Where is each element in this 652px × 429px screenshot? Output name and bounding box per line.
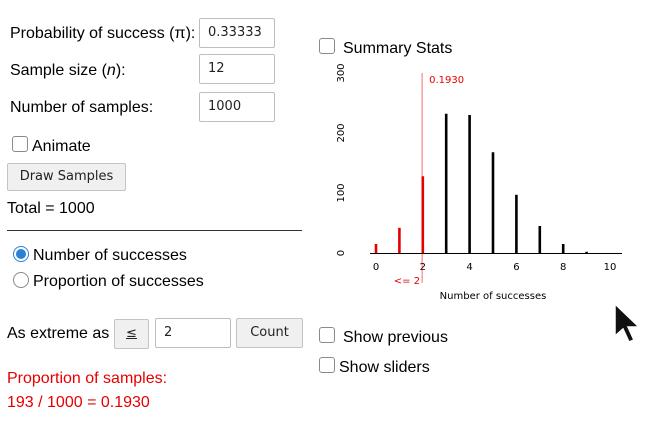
radio-proportion-of-successes[interactable] (13, 272, 29, 288)
x-tick-label: 10 (604, 262, 617, 273)
result-value: 193 / 1000 = 0.1930 (7, 394, 150, 411)
total-text: Total = 1000 (7, 200, 95, 217)
y-tick-label: 0 (336, 250, 347, 256)
result-title: Proportion of samples: (7, 370, 168, 387)
show-previous-label: Show previous (343, 329, 448, 346)
y-tick-label: 200 (336, 123, 347, 142)
draw-samples-button[interactable]: Draw Samples (7, 163, 126, 191)
radio-number-of-successes[interactable] (13, 246, 29, 262)
x-tick-label: 0 (373, 262, 379, 273)
cutoff-proportion-label: 0.1930 (429, 75, 464, 86)
extreme-label: As extreme as (7, 325, 110, 342)
probability-label: Probability of success (π): (10, 25, 196, 42)
num-samples-input[interactable]: 1000 (199, 92, 275, 122)
animate-label: Animate (32, 138, 91, 155)
radio-successes-label: Number of successes (33, 247, 187, 264)
sample-size-input[interactable]: 12 (199, 54, 275, 84)
x-tick-label: 6 (513, 262, 519, 273)
x-tick-label: 4 (466, 262, 472, 273)
x-axis-label: Number of successes (440, 291, 547, 302)
summary-stats-checkbox[interactable] (319, 38, 335, 54)
x-tick-label: 2 (420, 262, 426, 273)
probability-input[interactable]: 0.33333 (199, 18, 275, 48)
y-tick-label: 300 (336, 63, 347, 82)
show-previous-checkbox[interactable] (319, 327, 335, 343)
y-tick-label: 100 (336, 183, 347, 202)
radio-proportion-label: Proportion of successes (33, 273, 204, 290)
summary-stats-label: Summary Stats (343, 40, 453, 57)
cutoff-side-label: <= 2 (394, 276, 420, 287)
num-samples-label: Number of samples: (10, 99, 154, 116)
count-button[interactable]: Count (236, 318, 303, 348)
extreme-value-input[interactable]: 2 (155, 318, 231, 348)
show-sliders-checkbox[interactable] (319, 357, 335, 373)
mouse-cursor-icon (614, 302, 641, 343)
successes-histogram: 0 100 200 300 0 2 4 6 8 10 Number of successes 0.19… (336, 63, 622, 302)
divider (7, 230, 302, 231)
x-tick-label: 8 (560, 262, 566, 273)
animate-checkbox[interactable] (12, 136, 28, 152)
show-sliders-label: Show sliders (339, 359, 430, 376)
sample-size-label: Sample size (n): (10, 62, 126, 79)
operator-select[interactable]: ≤ (114, 319, 149, 349)
